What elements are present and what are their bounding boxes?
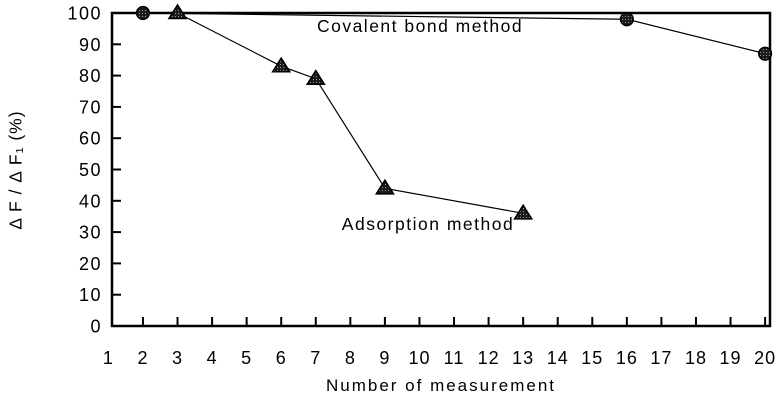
y-tick-label: 60 (79, 129, 102, 149)
x-tick-label: 19 (720, 348, 742, 368)
x-axis-title: Number of measurement (325, 376, 557, 395)
y-tick-label: 50 (79, 160, 102, 180)
x-tick-label: 4 (207, 348, 218, 368)
y-tick-label: 20 (79, 254, 102, 274)
y-tick-label: 10 (79, 285, 102, 305)
y-tick-label: 40 (79, 191, 102, 211)
data-point-triangle (305, 69, 326, 86)
annotation-covalent-bond-method: Covalent bond method (316, 16, 524, 36)
data-point-circle (135, 5, 151, 21)
x-tick-label: 15 (581, 348, 603, 368)
data-point-triangle (374, 178, 395, 195)
annotation-adsorption-method: Adsorption method (341, 214, 515, 234)
x-tick-label: 3 (172, 348, 183, 368)
x-tick-label: 7 (310, 348, 321, 368)
x-tick-label: 17 (650, 348, 672, 368)
plot-frame (110, 11, 772, 328)
y-axis-title: Δ F / Δ F₁ (%) (5, 110, 26, 230)
x-tick-label: 10 (408, 348, 430, 368)
x-tick-label: 1 (103, 348, 114, 368)
data-point-triangle (167, 3, 188, 20)
data-point-circle (757, 46, 773, 61)
y-tick-label: 30 (79, 223, 102, 243)
x-tick-label: 20 (754, 348, 776, 368)
series-line-triangle (177, 12, 524, 214)
y-tick-label: 70 (79, 97, 102, 117)
x-tick-label: 18 (685, 348, 707, 368)
data-point-triangle (513, 203, 534, 220)
x-tick-label: 8 (345, 348, 356, 368)
x-tick-label: 11 (444, 348, 465, 368)
x-tick-label: 6 (276, 348, 287, 368)
data-point-circle (619, 12, 634, 27)
x-tick-label: 5 (241, 348, 252, 368)
x-tick-label: 14 (547, 348, 569, 368)
y-tick-label: 90 (79, 35, 102, 55)
data-point-triangle (271, 56, 292, 73)
y-tick-label: 80 (79, 66, 102, 86)
x-tick-label: 9 (379, 348, 390, 368)
x-tick-label: 13 (512, 348, 534, 368)
x-tick-label: 16 (616, 348, 638, 368)
x-tick-label: 2 (137, 348, 148, 368)
x-tick-label: 12 (478, 348, 500, 368)
y-tick-label: 0 (90, 317, 102, 337)
y-tick-label: 100 (67, 4, 102, 24)
